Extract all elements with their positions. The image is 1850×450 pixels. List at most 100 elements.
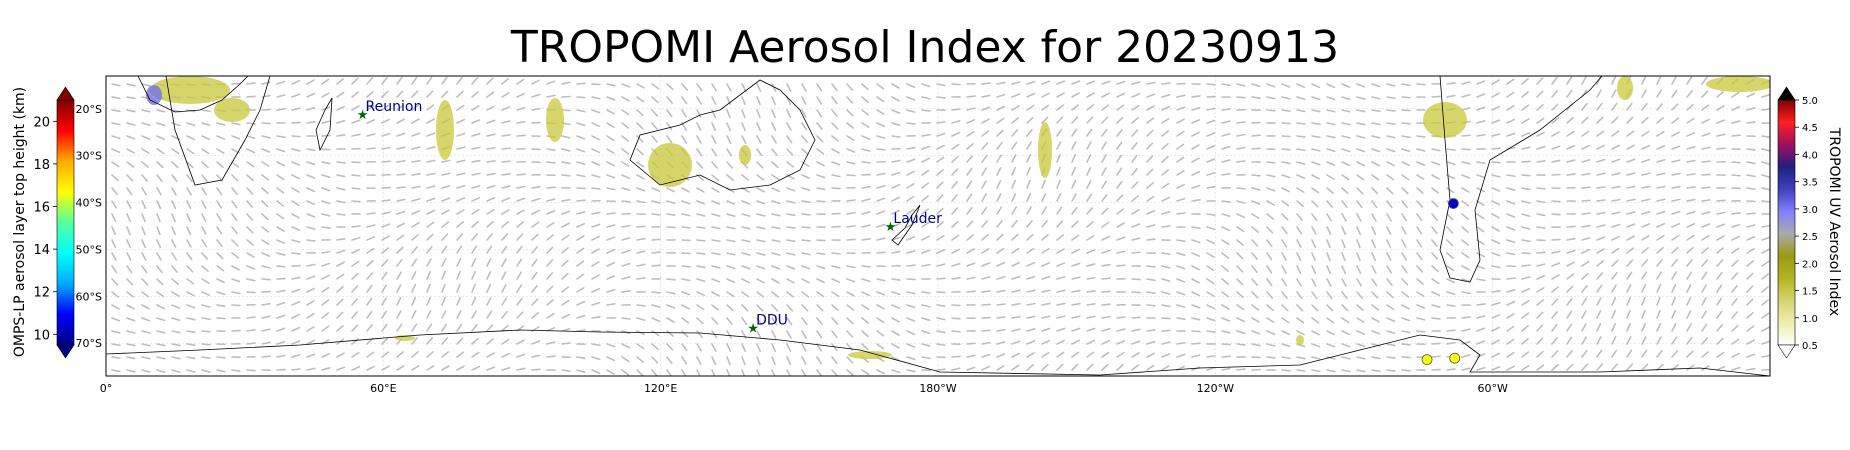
wind-vector [1431, 278, 1440, 285]
wind-vector [1386, 356, 1396, 359]
wind-vector [891, 236, 901, 241]
wind-vector [951, 108, 961, 111]
wind-vector [531, 93, 541, 98]
wind-vector [291, 187, 300, 193]
wind-vector [291, 313, 301, 319]
wind-vector [321, 213, 331, 217]
wind-vector [1341, 304, 1349, 312]
wind-vector [816, 148, 825, 155]
wind-vector [1191, 354, 1201, 358]
wind-vector [1251, 134, 1261, 137]
wind-vector [291, 121, 301, 124]
wind-vector [1581, 116, 1589, 124]
wind-vector [726, 226, 736, 230]
lon-tick-label: 180°W [919, 382, 956, 395]
wind-vector [321, 352, 331, 358]
wind-vector [1386, 239, 1392, 249]
wind-vector [396, 222, 405, 228]
wind-vector [1491, 226, 1500, 232]
wind-vector [1311, 213, 1318, 222]
wind-vector [1221, 265, 1229, 272]
wind-vector [1011, 289, 1021, 293]
wind-vector [1716, 91, 1725, 98]
wind-vector [1521, 276, 1531, 280]
wind-vector [1341, 83, 1351, 88]
wind-vector [291, 239, 301, 243]
wind-vector [1671, 284, 1677, 293]
wind-vector [606, 261, 616, 267]
wind-vector [1041, 92, 1050, 98]
wind-vector [336, 119, 346, 124]
wind-vector [606, 288, 616, 293]
wind-vector [141, 252, 147, 261]
wind-vector [1551, 103, 1559, 111]
wind-vector [711, 291, 720, 297]
wind-vector [261, 122, 271, 125]
wind-vector [231, 213, 238, 222]
lat-tick-label: 30°S [76, 150, 102, 163]
wind-vector [1716, 223, 1726, 228]
wind-vector [726, 304, 734, 312]
wind-vector [456, 270, 461, 280]
wind-vector [1551, 286, 1560, 293]
wind-vector [1101, 116, 1109, 124]
wind-vector [591, 161, 601, 166]
wind-vector [771, 161, 779, 169]
wind-vector [1701, 259, 1709, 267]
wind-vector [651, 122, 658, 130]
wind-vector [171, 122, 181, 127]
wind-vector [696, 291, 706, 297]
wind-vector [1701, 337, 1709, 345]
wind-vector [276, 327, 286, 332]
wind-vector [666, 304, 676, 309]
wind-vector [591, 261, 600, 267]
wind-vector [921, 317, 931, 322]
wind-vector [141, 109, 151, 113]
wind-vector [1401, 304, 1410, 310]
wind-vector [306, 148, 316, 152]
wind-vector [1746, 236, 1756, 241]
wind-vector [291, 93, 301, 98]
wind-vector [846, 174, 856, 177]
wind-vector [351, 272, 359, 280]
wind-vector [1521, 132, 1531, 137]
wind-vector [1746, 174, 1756, 178]
wind-vector [171, 239, 177, 248]
wind-vector [741, 226, 751, 230]
wind-vector [1011, 166, 1017, 176]
wind-vector [186, 122, 196, 127]
wind-vector [201, 369, 211, 373]
wind-vector [1686, 364, 1695, 371]
wind-vector [411, 337, 419, 345]
wind-vector [996, 117, 1005, 124]
wind-vector [981, 341, 991, 345]
wind-vector [1761, 326, 1770, 332]
wind-vector [1401, 122, 1411, 125]
wind-vector [1731, 212, 1741, 215]
wind-vector [456, 351, 465, 358]
wind-vector [861, 238, 871, 241]
wind-vector [726, 200, 736, 205]
wind-vector [246, 82, 256, 85]
wind-vector [1656, 296, 1661, 306]
wind-vector [921, 169, 930, 176]
wind-vector [1041, 104, 1050, 111]
wind-vector [1446, 341, 1456, 345]
wind-vector [1506, 213, 1516, 218]
wind-vector [1671, 89, 1678, 98]
wind-vector [1416, 174, 1425, 181]
wind-vector [246, 135, 256, 140]
wind-vector [1581, 199, 1591, 202]
wind-vector [1566, 237, 1576, 241]
wind-vector [651, 135, 658, 143]
wind-vector [471, 233, 478, 241]
wind-vector [981, 154, 988, 163]
wind-vector [966, 95, 976, 98]
wind-vector [1656, 117, 1664, 124]
wind-vector [1206, 132, 1216, 137]
wind-vector [1626, 296, 1631, 306]
wind-vector [1281, 304, 1289, 312]
wind-vector [771, 135, 777, 144]
wind-vector [876, 330, 885, 337]
wind-vector [306, 339, 315, 345]
